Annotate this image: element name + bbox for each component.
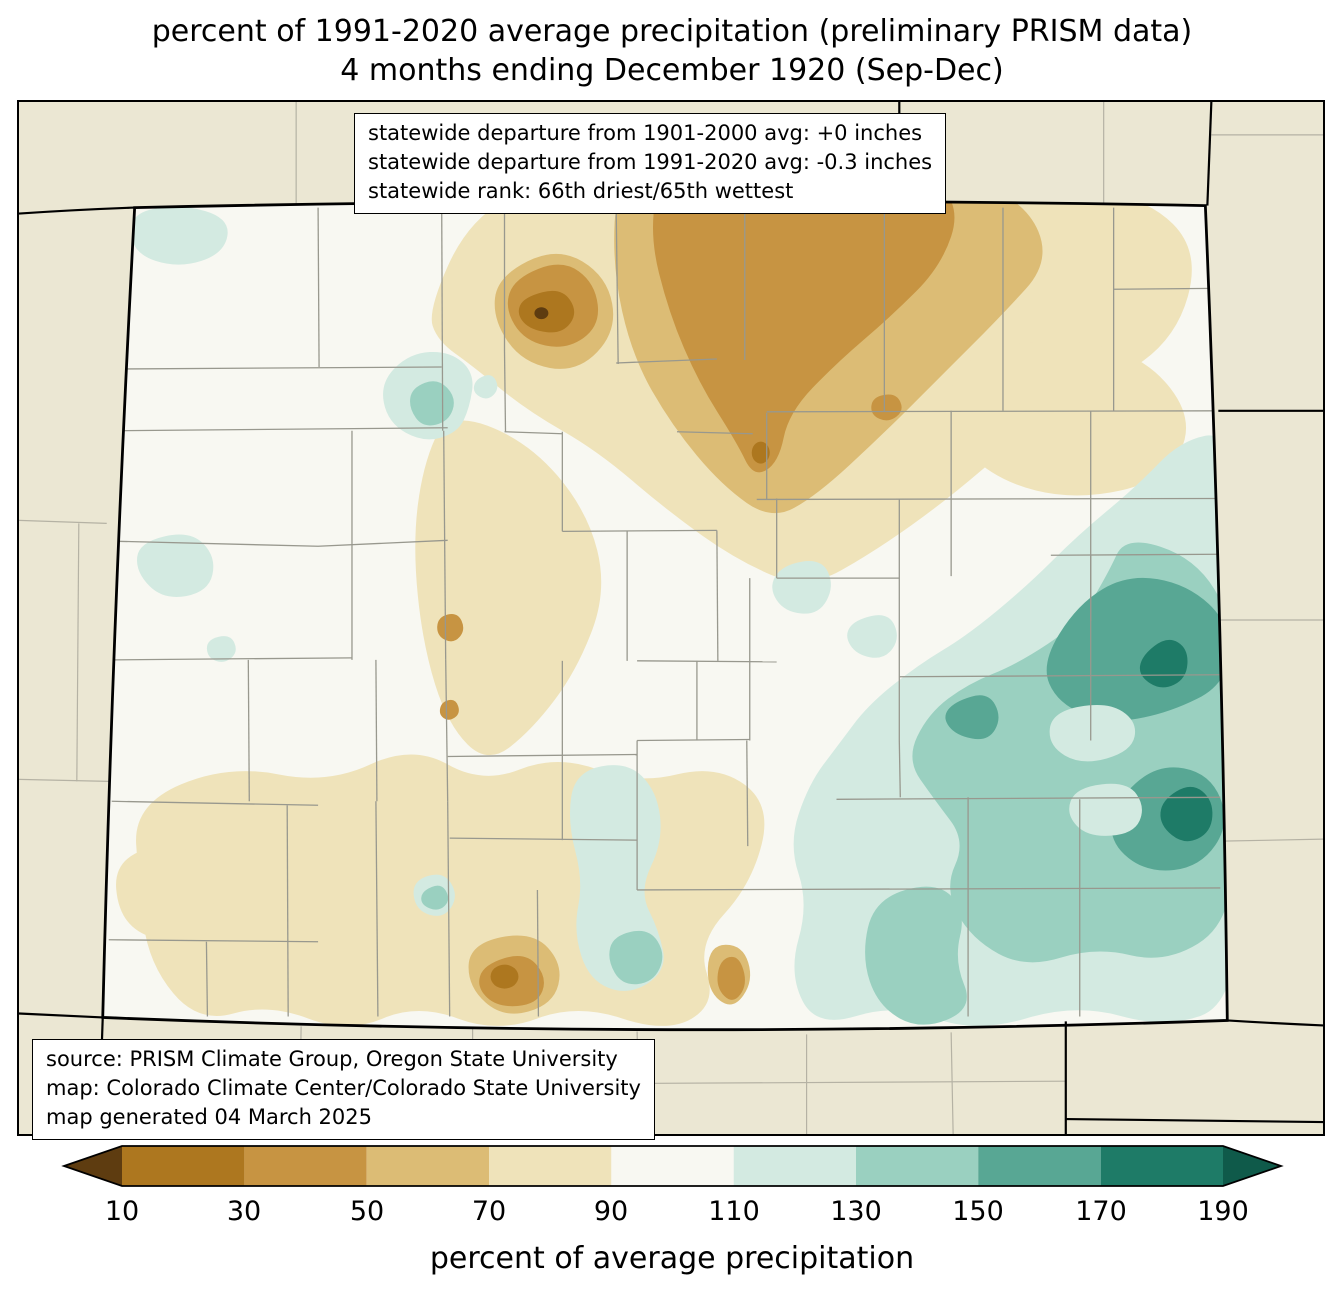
colorbar-tick: 150	[952, 1196, 1004, 1227]
colorado-precipitation-map	[19, 102, 1323, 1134]
colorbar-tick: 30	[226, 1196, 262, 1227]
colorbar-tick: 50	[349, 1196, 385, 1227]
colorbar-arrow-right	[1223, 1146, 1281, 1186]
colorbar-outline	[61, 1145, 1284, 1187]
stats-line-2: statewide departure from 1991-2020 avg: …	[368, 150, 933, 174]
contour-layer-30-50	[437, 201, 955, 1007]
title-line-1: percent of 1991-2020 average precipitati…	[151, 14, 1193, 49]
colorbar	[61, 1145, 1284, 1187]
stats-line-1: statewide departure from 1901-2000 avg: …	[368, 121, 923, 145]
source-box: source: PRISM Climate Group, Oregon Stat…	[32, 1039, 655, 1140]
county-boundaries	[108, 207, 1222, 1017]
colorbar-ticks: 10 30 50 70 90 110 130 150 170 190	[0, 1196, 1344, 1232]
colorbar-tick: 70	[471, 1196, 507, 1227]
source-line-3: map generated 04 March 2025	[46, 1105, 373, 1129]
source-line-2: map: Colorado Climate Center/Colorado St…	[46, 1076, 641, 1100]
colorbar-tick: 110	[708, 1196, 760, 1227]
page-title: percent of 1991-2020 average precipitati…	[0, 12, 1344, 90]
map-frame: statewide departure from 1901-2000 avg: …	[17, 100, 1325, 1140]
title-line-2: 4 months ending December 1920 (Sep-Dec)	[340, 53, 1004, 88]
stats-box: statewide departure from 1901-2000 avg: …	[354, 113, 947, 214]
source-line-1: source: PRISM Climate Group, Oregon Stat…	[46, 1047, 618, 1071]
colorbar-tick: 10	[104, 1196, 140, 1227]
stats-line-3: statewide rank: 66th driest/65th wettest	[368, 179, 794, 203]
precipitation-contours	[102, 201, 1228, 1030]
contour-darkest-dry-spot	[534, 307, 549, 320]
colorbar-tick: 130	[830, 1196, 882, 1227]
colorbar-tick: 170	[1075, 1196, 1127, 1227]
colorbar-tick: 90	[593, 1196, 629, 1227]
colorbar-label: percent of average precipitation	[429, 1241, 915, 1276]
colorbar-arrow-left	[64, 1146, 122, 1186]
colorbar-tick: 190	[1197, 1196, 1249, 1227]
contour-light-holes	[1049, 704, 1142, 836]
